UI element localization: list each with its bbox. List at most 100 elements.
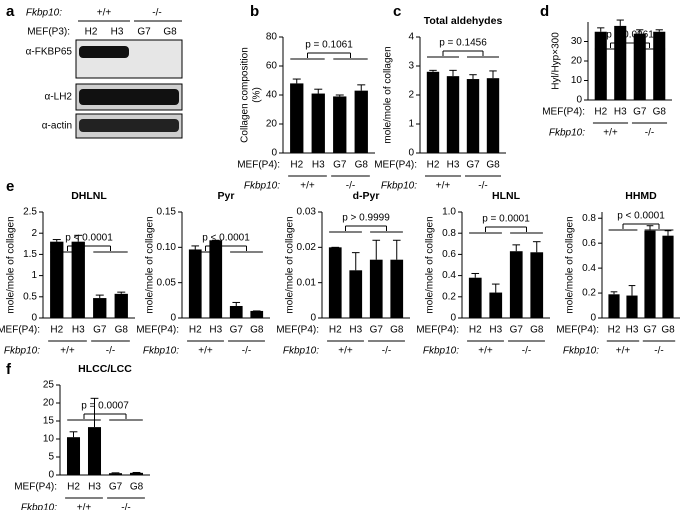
panel-letter: d: [540, 3, 549, 20]
x-tick-label: G8: [486, 160, 500, 171]
group-label: +/+: [60, 346, 75, 357]
group-label: -/-: [654, 346, 663, 357]
y-axis-label: mole/mole of collagen: [145, 216, 156, 313]
lane: G7: [137, 27, 151, 38]
bar: [468, 277, 482, 318]
panel-letter: f: [6, 361, 12, 378]
y-tick-label: 0.01: [297, 277, 317, 288]
genotype-label: Fkbp10:: [26, 8, 62, 19]
x-tick-label: H3: [447, 160, 460, 171]
x-tick-label: G7: [93, 325, 107, 336]
x-tick-label: G7: [633, 107, 647, 118]
annotation: p < 0.0001: [202, 233, 250, 244]
group-row-label: Fkbp10:: [4, 346, 40, 357]
bar: [486, 78, 500, 153]
y-tick-label: 40: [266, 90, 278, 101]
bar: [108, 473, 123, 475]
bar: [250, 310, 264, 318]
chart-title: HLCC/LCC: [78, 363, 132, 375]
group-label: +/+: [77, 503, 92, 510]
y-axis-label: mole/mole of collagen: [6, 216, 17, 313]
y-tick-label: 0.15: [157, 207, 177, 218]
chart-title: Pyr: [218, 190, 235, 202]
group-label: +/+: [198, 346, 213, 357]
y-axis-label: mole/mole of collagen: [285, 216, 296, 313]
bar: [614, 25, 627, 100]
y-tick-label: 10: [571, 75, 583, 86]
annotation: p = 0.0007: [81, 401, 129, 412]
y-tick-label: 25: [43, 380, 55, 391]
y-tick-label: 1.5: [23, 249, 37, 260]
y-tick-label: 10: [43, 434, 55, 445]
annotation: p < 0.0001: [617, 211, 665, 222]
bar: [608, 294, 620, 318]
x-tick-label: G7: [370, 325, 384, 336]
annotation: p = 0.0961: [606, 30, 654, 41]
x-tick-label: G7: [466, 160, 480, 171]
bar: [66, 437, 81, 475]
y-tick-label: 0: [576, 95, 582, 106]
y-tick-label: 30: [571, 36, 583, 47]
lane-label: MEF(P3):: [27, 27, 70, 38]
y-tick-label: 0: [590, 313, 596, 324]
annotation: p < 0.0001: [65, 233, 113, 244]
x-tick-label: H3: [489, 325, 502, 336]
x-tick-label: H2: [50, 325, 63, 336]
bar: [129, 472, 144, 475]
x-row-label: MEF(P4):: [556, 325, 599, 336]
y-tick-label: 0: [408, 148, 414, 159]
x-tick-label: H2: [67, 482, 80, 493]
y-tick-label: 15: [43, 416, 55, 427]
x-tick-label: H2: [469, 325, 482, 336]
group-row-label: Fkbp10:: [143, 346, 179, 357]
x-tick-label: H3: [626, 325, 639, 336]
bar: [290, 83, 304, 153]
x-tick-label: H2: [290, 160, 303, 171]
annotation: p = 0.1456: [439, 38, 487, 49]
x-tick-label: G7: [643, 325, 657, 336]
x-tick-label: H3: [209, 325, 222, 336]
y-tick-label: 0.10: [157, 242, 177, 253]
x-row-label: MEF(P4):: [14, 482, 57, 493]
blot-frame: [75, 39, 183, 79]
bar: [71, 241, 85, 318]
group-label: -/-: [522, 346, 531, 357]
y-tick-label: 0: [48, 470, 54, 481]
group-label: +/+: [338, 346, 353, 357]
x-tick-label: G8: [130, 482, 144, 493]
y-axis-label: (%): [252, 87, 263, 103]
y-tick-label: 2: [31, 228, 37, 239]
bar: [446, 76, 460, 153]
group-label: -/-: [121, 503, 130, 510]
chart-title: d-Pyr: [353, 190, 380, 202]
chart-title: Total aldehydes: [424, 15, 503, 27]
x-tick-label: G8: [355, 160, 369, 171]
group-row-label: Fkbp10:: [381, 181, 417, 192]
x-tick-label: H2: [189, 325, 202, 336]
group-label: +/+: [616, 346, 631, 357]
group-label: +/+: [300, 181, 315, 192]
bar: [644, 230, 656, 318]
bar: [530, 252, 544, 318]
x-tick-label: H3: [72, 325, 85, 336]
bar: [328, 247, 342, 318]
x-tick-label: H2: [427, 160, 440, 171]
lane: G8: [163, 27, 177, 38]
bar: [369, 259, 383, 318]
group-label: -/-: [242, 346, 251, 357]
bar: [594, 31, 607, 100]
y-tick-label: 1: [31, 270, 37, 281]
panel-letter: e: [6, 178, 14, 195]
blot-band: [79, 89, 179, 105]
group-row-label: Fkbp10:: [21, 503, 57, 510]
y-tick-label: 0.6: [442, 249, 456, 260]
y-tick-label: 0.4: [582, 263, 596, 274]
y-tick-label: 0: [271, 148, 277, 159]
x-row-label: MEF(P4):: [237, 160, 280, 171]
group-row-label: Fkbp10:: [563, 346, 599, 357]
bar: [93, 298, 107, 318]
y-tick-label: 2.5: [23, 207, 37, 218]
antibody-label: α-LH2: [45, 92, 73, 103]
x-tick-label: H3: [312, 160, 325, 171]
